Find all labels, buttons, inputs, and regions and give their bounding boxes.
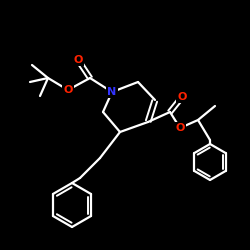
Text: O: O [63,85,73,95]
Text: O: O [175,123,185,133]
Text: O: O [177,92,187,102]
Text: O: O [73,55,83,65]
Text: N: N [108,87,116,97]
